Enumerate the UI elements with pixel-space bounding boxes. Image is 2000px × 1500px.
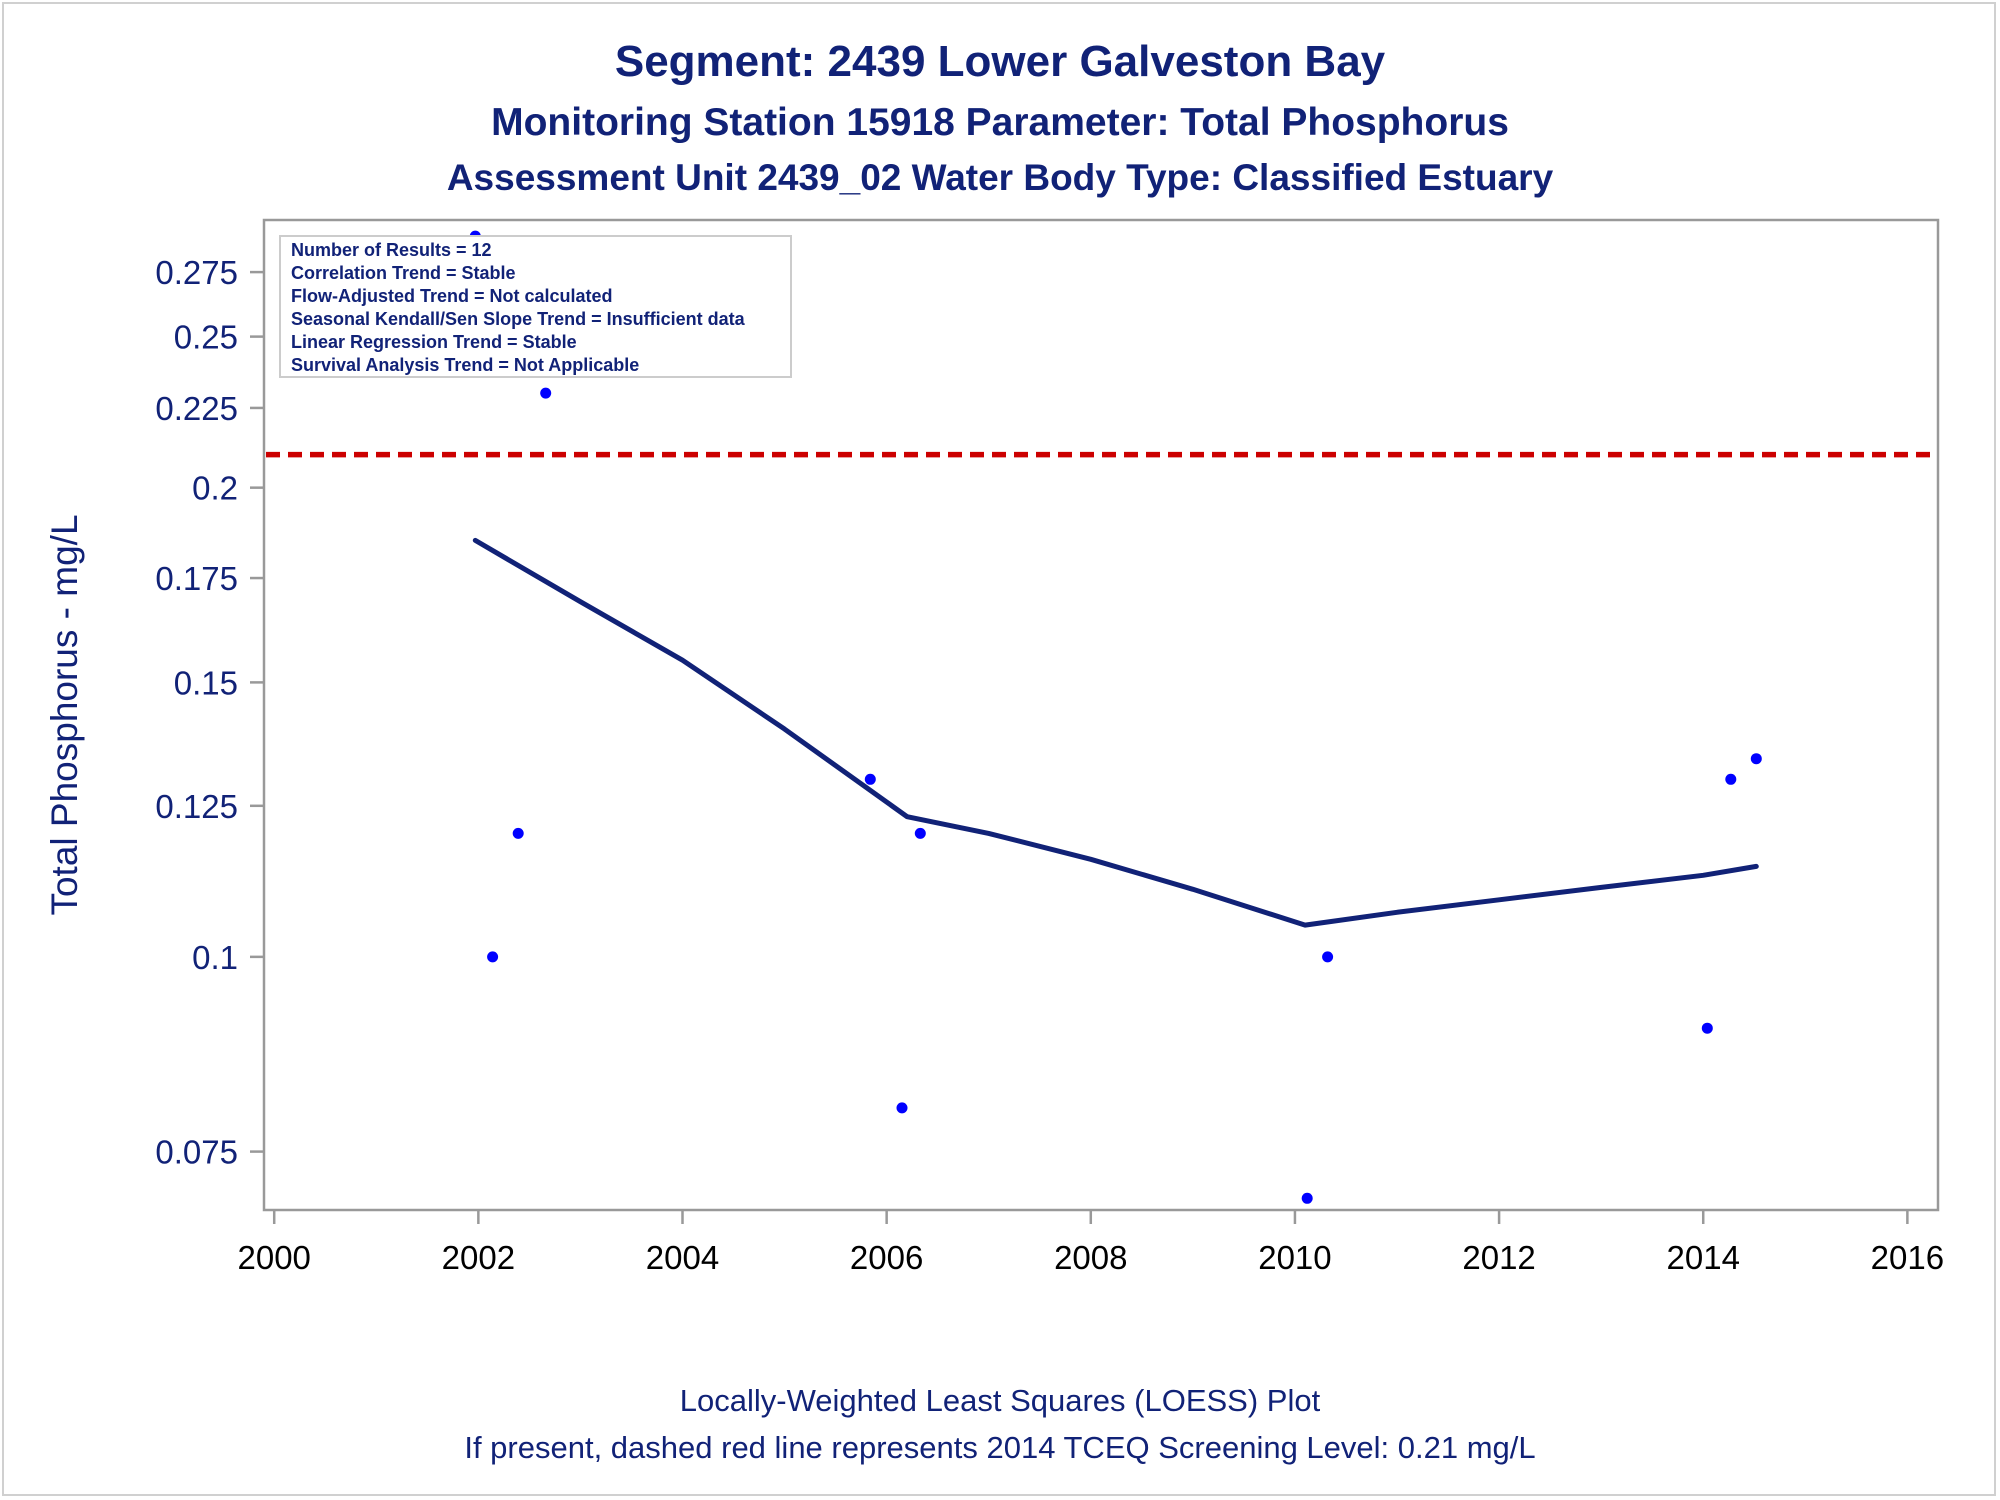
x-tick-label: 2000	[237, 1239, 310, 1276]
footnote-screening-level: If present, dashed red line represents 2…	[464, 1430, 1536, 1465]
legend-line-survival-analysis: Survival Analysis Trend = Not Applicable	[291, 355, 639, 375]
data-point	[1725, 773, 1737, 785]
data-point	[512, 827, 524, 839]
x-tick-label: 2006	[850, 1239, 923, 1276]
data-point	[914, 827, 926, 839]
chart-subtitle-2: Assessment Unit 2439_02 Water Body Type:…	[446, 157, 1554, 198]
legend-line-results: Number of Results = 12	[291, 240, 492, 260]
stats-legend: Number of Results = 12 Correlation Trend…	[279, 235, 792, 378]
x-tick-label: 2016	[1871, 1239, 1944, 1276]
y-tick-label: 0.075	[155, 1134, 238, 1171]
data-point	[540, 387, 552, 399]
y-tick-label: 0.2	[192, 470, 238, 507]
y-axis-label: Total Phosphorus - mg/L	[44, 514, 85, 915]
data-point	[864, 773, 876, 785]
y-tick-label: 0.125	[155, 788, 238, 825]
y-tick-label: 0.25	[174, 319, 238, 356]
loess-line	[472, 537, 1759, 928]
plot-area	[262, 218, 1940, 1212]
y-tick-label: 0.15	[174, 664, 238, 701]
x-tick-label: 2002	[442, 1239, 515, 1276]
y-tick-label: 0.275	[155, 254, 238, 291]
footnote-loess: Locally-Weighted Least Squares (LOESS) P…	[679, 1383, 1321, 1418]
x-tick-label: 2008	[1054, 1239, 1127, 1276]
x-tick-label: 2004	[646, 1239, 719, 1276]
x-tick-label: 2010	[1258, 1239, 1331, 1276]
chart-title: Segment: 2439 Lower Galveston Bay	[614, 37, 1386, 86]
x-tick-label: 2014	[1667, 1239, 1740, 1276]
legend-line-linear-regression: Linear Regression Trend = Stable	[291, 332, 577, 352]
data-point	[1322, 951, 1334, 963]
data-point	[1750, 753, 1762, 765]
legend-line-seasonal-kendall: Seasonal Kendall/Sen Slope Trend = Insuf…	[291, 309, 746, 329]
x-tick-label: 2012	[1462, 1239, 1535, 1276]
y-tick-label: 0.1	[192, 939, 238, 976]
legend-line-correlation: Correlation Trend = Stable	[291, 263, 516, 283]
y-tick-label: 0.175	[155, 560, 238, 597]
y-tick-label: 0.225	[155, 390, 238, 427]
data-point	[487, 951, 499, 963]
data-point	[896, 1102, 908, 1114]
data-point	[1301, 1192, 1313, 1204]
data-point	[1701, 1022, 1713, 1034]
stats-legend-box	[279, 235, 792, 378]
legend-line-flow-adjusted: Flow-Adjusted Trend = Not calculated	[291, 286, 613, 306]
chart-subtitle: Monitoring Station 15918 Parameter: Tota…	[491, 101, 1509, 144]
